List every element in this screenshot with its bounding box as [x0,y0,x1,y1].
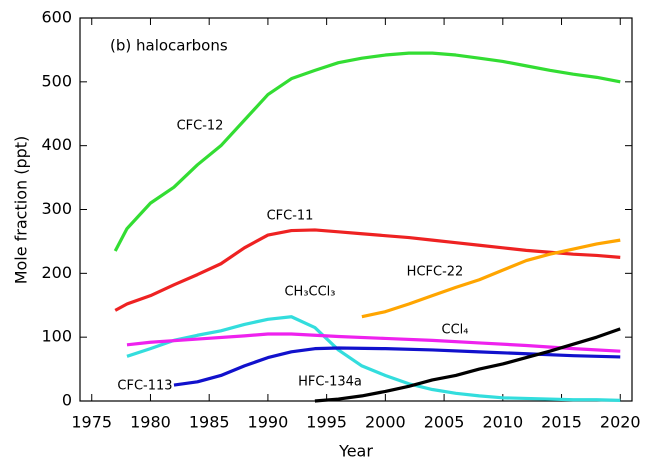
series-label: CFC-113 [117,379,172,394]
y-tick-label: 400 [41,135,72,154]
x-tick-label: 2010 [482,413,523,432]
y-tick-label: 0 [62,391,72,410]
x-axis-label: Year [338,442,373,461]
y-axis-label: Mole fraction (ppt) [12,136,31,285]
y-tick-label: 200 [41,263,72,282]
x-tick-label: 1985 [189,413,230,432]
series-line [314,327,621,403]
x-tick-label: 1980 [130,413,171,432]
y-tick-label: 500 [41,71,72,90]
series-label: HCFC-22 [407,265,464,280]
x-tick-label: 2020 [600,413,641,432]
x-tick-label: 2000 [365,413,406,432]
series-line [173,346,621,387]
series-label: CCl₄ [442,323,469,338]
series-line [126,315,621,402]
series-line [126,332,621,353]
series-line [361,238,621,319]
x-tick-label: 2015 [541,413,582,432]
series-label: CFC-12 [177,119,224,134]
y-tick-label: 100 [41,327,72,346]
x-tick-label: 2005 [424,413,465,432]
x-tick-label: 1990 [248,413,289,432]
series-label: HFC-134a [298,375,362,390]
series-line [114,228,621,312]
series-label: CFC-11 [267,209,314,224]
x-tick-label: 1995 [306,413,347,432]
series-line [113,51,621,252]
annotation: (b) halocarbons [110,37,228,55]
y-tick-label: 600 [41,8,72,27]
y-tick-label: 300 [41,199,72,218]
x-tick-label: 1975 [71,413,112,432]
series-label: CH₃CCl₃ [284,285,335,300]
